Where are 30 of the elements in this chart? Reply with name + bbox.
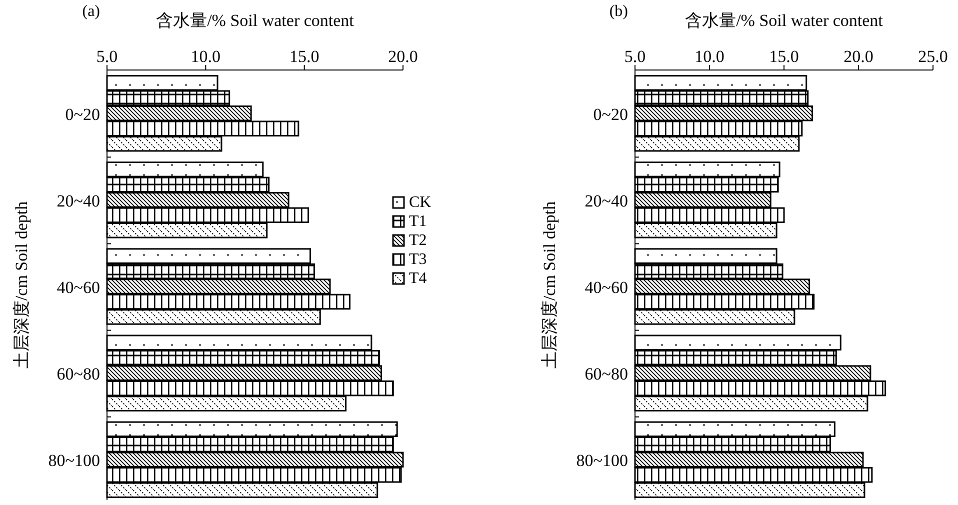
- legend-label: CK: [409, 194, 432, 211]
- x-axis-title: 含水量/% Soil water content: [685, 11, 884, 30]
- y-tick-label: 60~80: [584, 364, 628, 384]
- y-tick-label: 0~20: [593, 104, 628, 124]
- y-axis-title: 土层深度/cm Soil depth: [540, 200, 559, 369]
- x-tick-label: 10.0: [694, 47, 724, 66]
- chart-title: (b): [609, 3, 628, 20]
- y-tick-label: 0~20: [65, 104, 100, 124]
- y-tick-label: 20~40: [56, 191, 100, 210]
- x-tick-label: 5.0: [624, 47, 646, 66]
- x-tick-label: 5.0: [96, 47, 118, 66]
- legend-label: T2: [409, 232, 427, 249]
- y-tick-label: 40~60: [584, 278, 628, 297]
- legend-label: T3: [409, 251, 427, 268]
- legend-label: T1: [409, 213, 427, 230]
- y-tick-label: 60~80: [56, 364, 100, 384]
- legend-label: T4: [409, 270, 427, 287]
- x-tick-label: 15.0: [769, 47, 799, 66]
- x-tick-label: 20.0: [388, 47, 418, 66]
- y-tick-label: 20~40: [584, 191, 628, 210]
- y-axis-title: 土层深度/cm Soil depth: [12, 200, 31, 369]
- x-tick-label: 10.0: [190, 47, 221, 66]
- y-tick-label: 80~100: [48, 451, 100, 470]
- x-axis-title: 含水量/% Soil water content: [156, 11, 354, 30]
- x-tick-label: 20.0: [844, 47, 874, 66]
- x-tick-label: 15.0: [289, 47, 320, 66]
- chart-title: (a): [82, 3, 100, 20]
- y-tick-label: 40~60: [56, 278, 100, 297]
- y-tick-label: 80~100: [576, 451, 628, 470]
- x-tick-label: 25.0: [918, 47, 948, 66]
